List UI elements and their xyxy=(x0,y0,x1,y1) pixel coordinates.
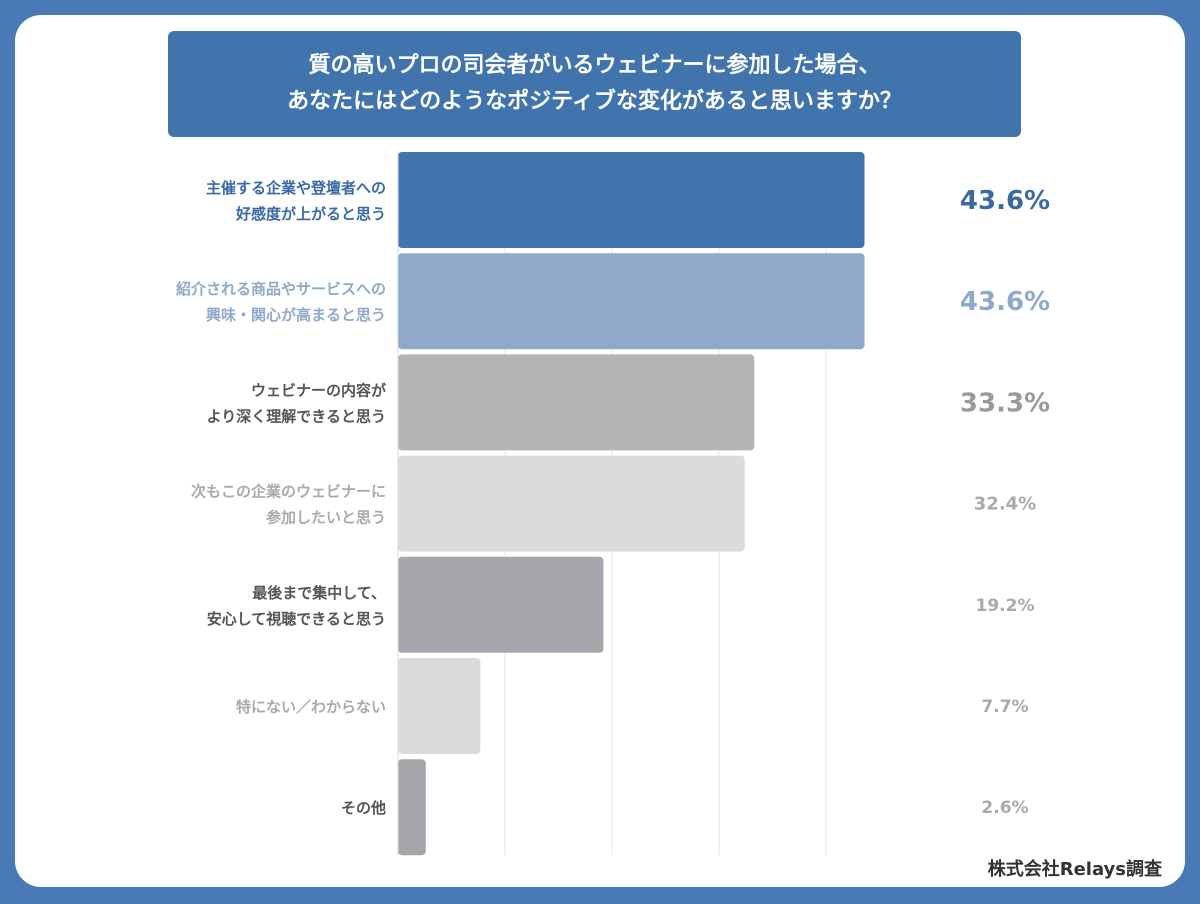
value-label: 7.7% xyxy=(981,697,1028,717)
value-label: 43.6% xyxy=(960,287,1050,317)
bar xyxy=(398,354,755,451)
value-label: 33.3% xyxy=(960,388,1050,418)
value-label: 32.4% xyxy=(974,494,1036,515)
category-label: 興味・関心が高まると思う xyxy=(206,306,386,324)
chart-title: 質の高いプロの司会者がいるウェビナーに参加した場合、 あなたにはどのようなポジテ… xyxy=(168,31,1021,137)
category-label: その他 xyxy=(341,799,386,817)
category-label: 参加したいと思う xyxy=(266,509,386,527)
category-label: 好感度が上がると思う xyxy=(235,205,386,223)
chart-title-line-1: 質の高いプロの司会者がいるウェビナーに参加した場合、 xyxy=(308,53,881,78)
category-label: より深く理解できると思う xyxy=(207,407,386,425)
bar xyxy=(398,759,426,856)
category-label: 最後まで集中して、 xyxy=(252,584,386,602)
category-label: 紹介される商品やサービスへの xyxy=(176,280,386,298)
category-label: 特にない／わからない xyxy=(236,698,386,716)
source-credit: 株式会社Relays調査 xyxy=(987,859,1162,880)
category-label: 安心して視聴できると思う xyxy=(207,610,386,628)
category-label: 主催する企業や登壇者への xyxy=(206,179,386,197)
value-label: 2.6% xyxy=(981,798,1028,818)
bar xyxy=(398,658,481,754)
bar xyxy=(398,455,745,552)
category-label: 次もこの企業のウェビナーに xyxy=(191,483,386,501)
bar xyxy=(398,253,865,350)
bar xyxy=(398,152,865,248)
category-label: ウェビナーの内容が xyxy=(251,381,387,399)
chart-title-line-2: あなたにはどのようなポジティブな変化があると思いますか？ xyxy=(287,89,902,114)
value-label: 19.2% xyxy=(976,596,1035,616)
bar xyxy=(398,556,604,653)
value-label: 43.6% xyxy=(960,186,1050,216)
